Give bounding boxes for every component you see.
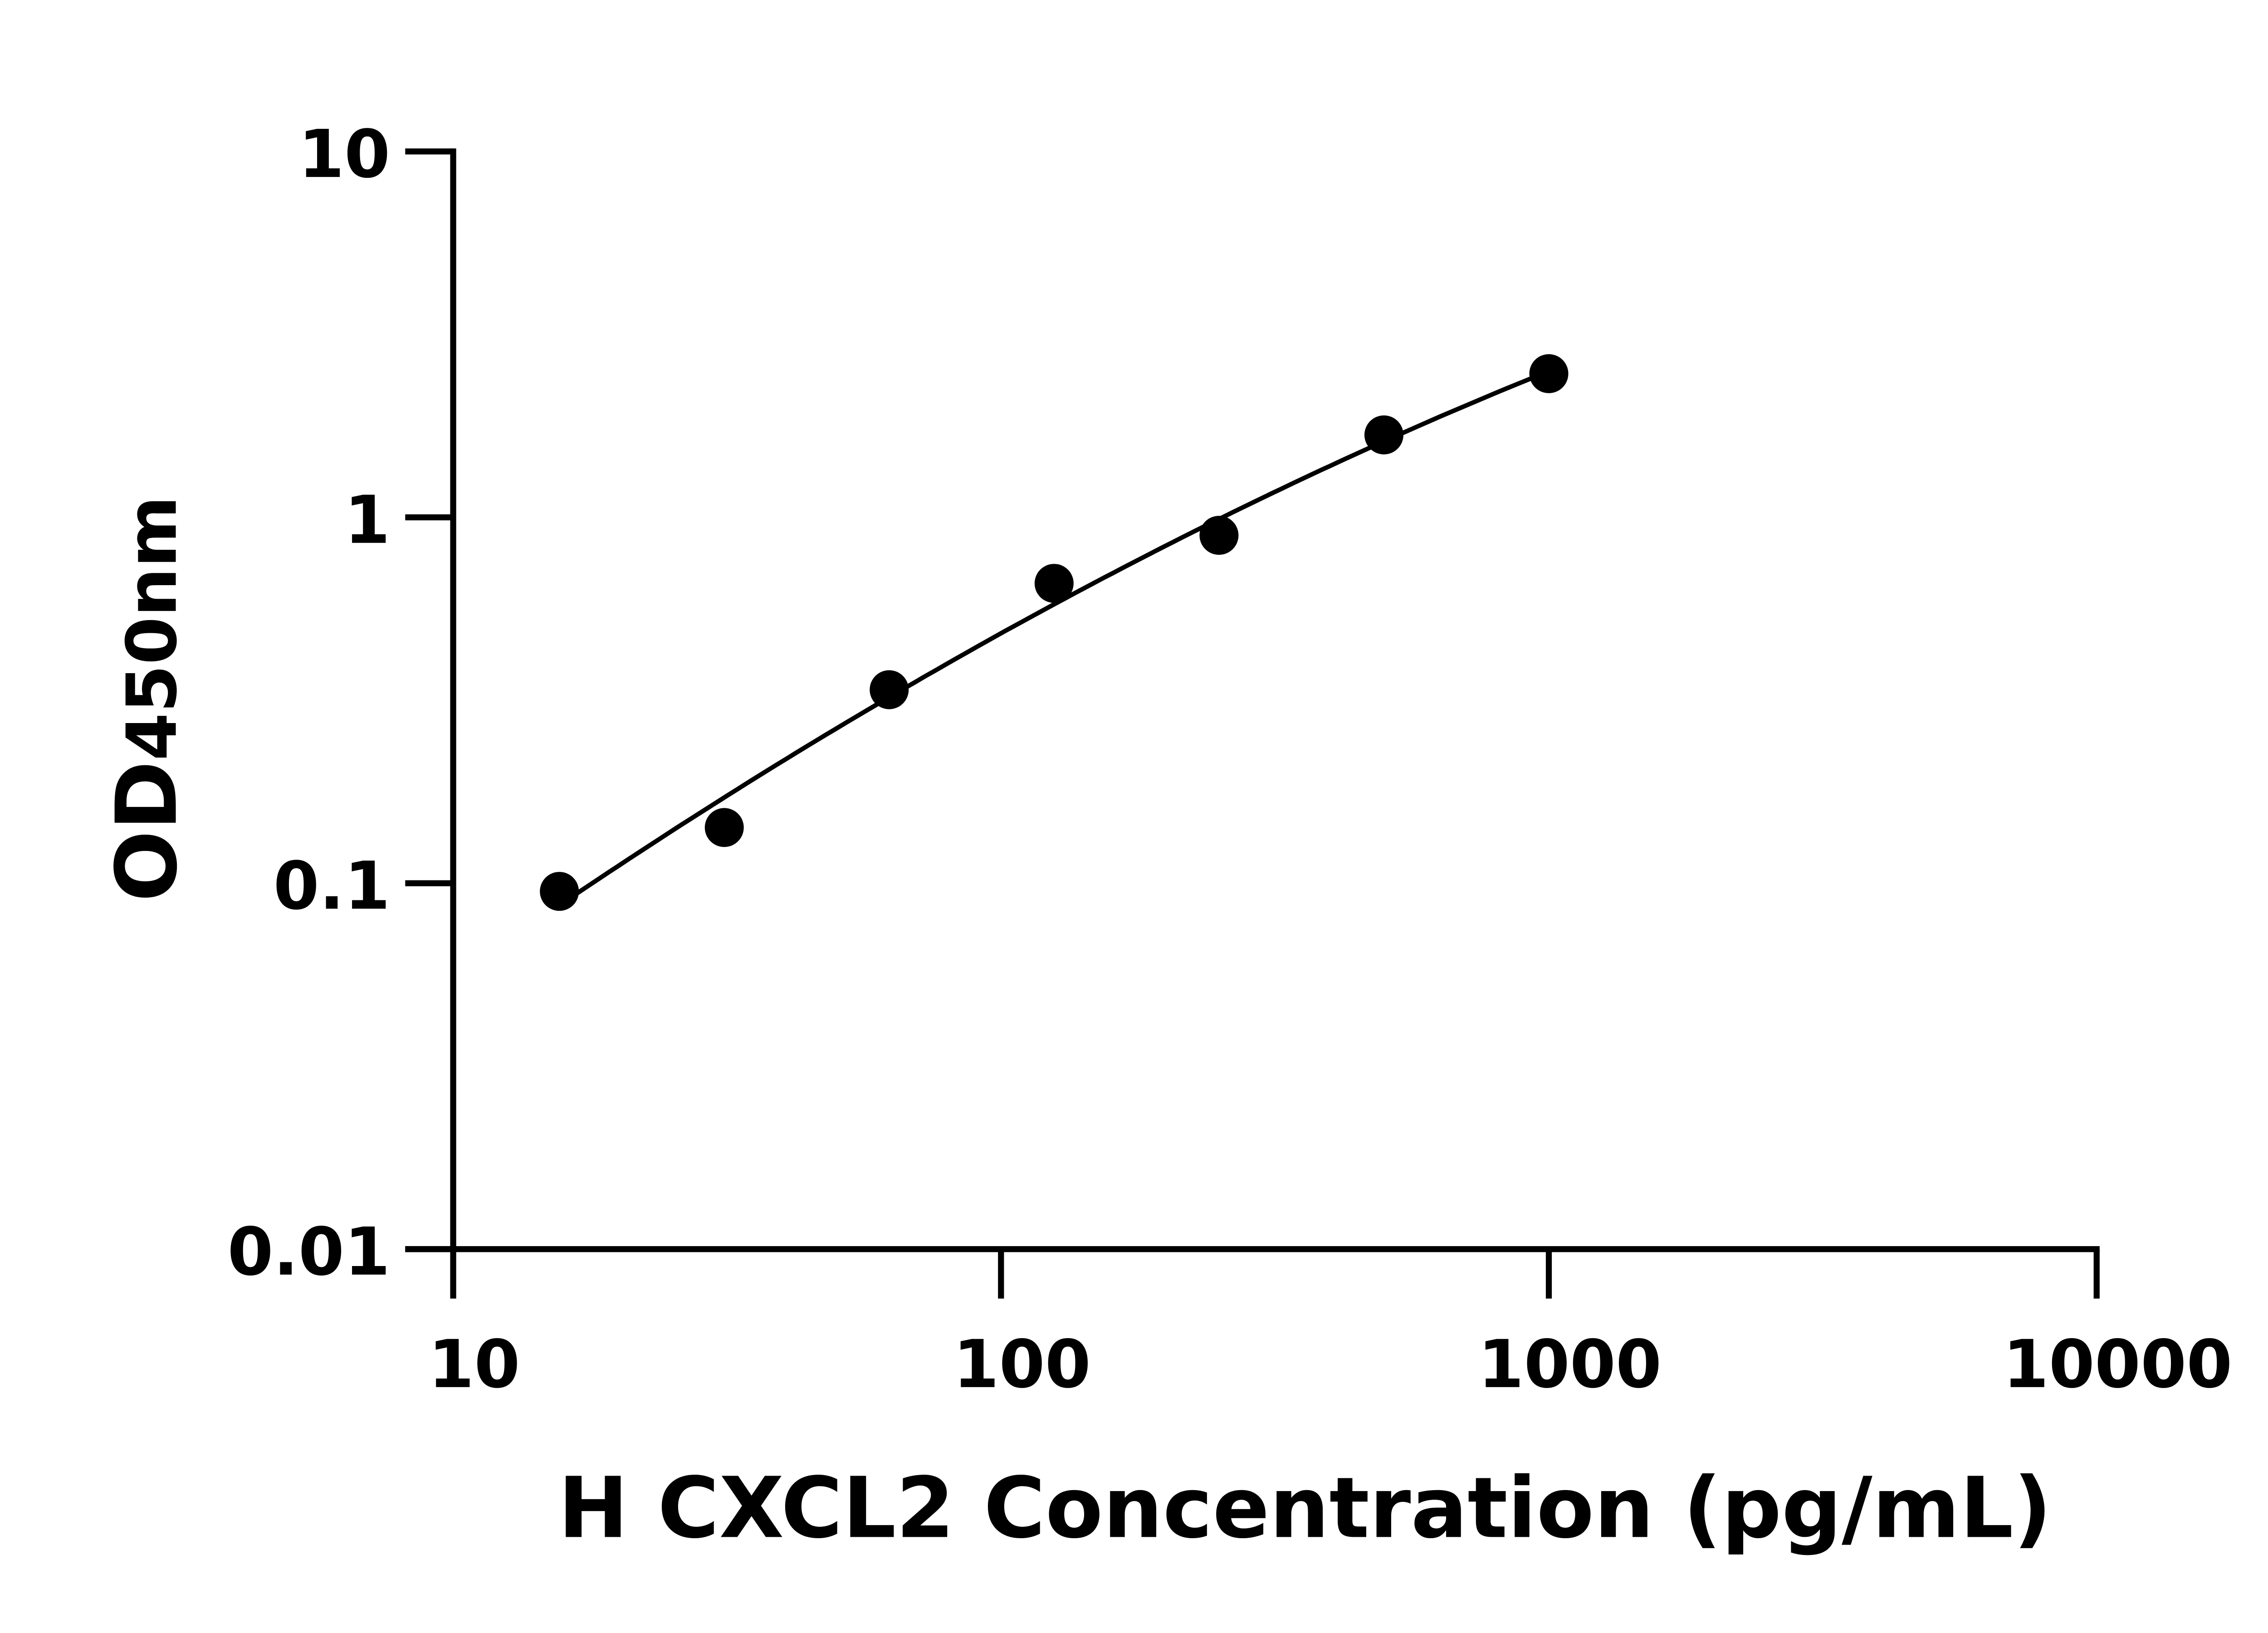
data-point bbox=[540, 872, 579, 911]
data-point bbox=[870, 670, 909, 709]
y-axis-label-sub: 450nm bbox=[112, 496, 192, 761]
x-tick-label: 10 bbox=[428, 1326, 520, 1403]
data-point bbox=[1034, 564, 1074, 603]
y-axis-label: OD450nm bbox=[98, 496, 196, 902]
y-tick-label: 10 bbox=[298, 116, 390, 193]
y-tick-label: 1 bbox=[344, 482, 390, 559]
axes bbox=[405, 148, 2100, 1252]
data-point bbox=[1529, 354, 1569, 393]
y-axis-label-main: OD bbox=[98, 761, 196, 902]
y-tick-label: 0.1 bbox=[274, 848, 391, 924]
data-point bbox=[1199, 516, 1239, 555]
y-tick-label: 0.01 bbox=[227, 1214, 390, 1291]
x-tick-label: 10000 bbox=[2003, 1326, 2233, 1403]
data-point bbox=[704, 808, 744, 847]
x-axis-label: H CXCL2 Concentration (pg/mL) bbox=[558, 1459, 2052, 1557]
data-point bbox=[1364, 415, 1403, 455]
x-tick-label: 1000 bbox=[1478, 1326, 1662, 1403]
x-tick-label: 100 bbox=[953, 1326, 1091, 1403]
